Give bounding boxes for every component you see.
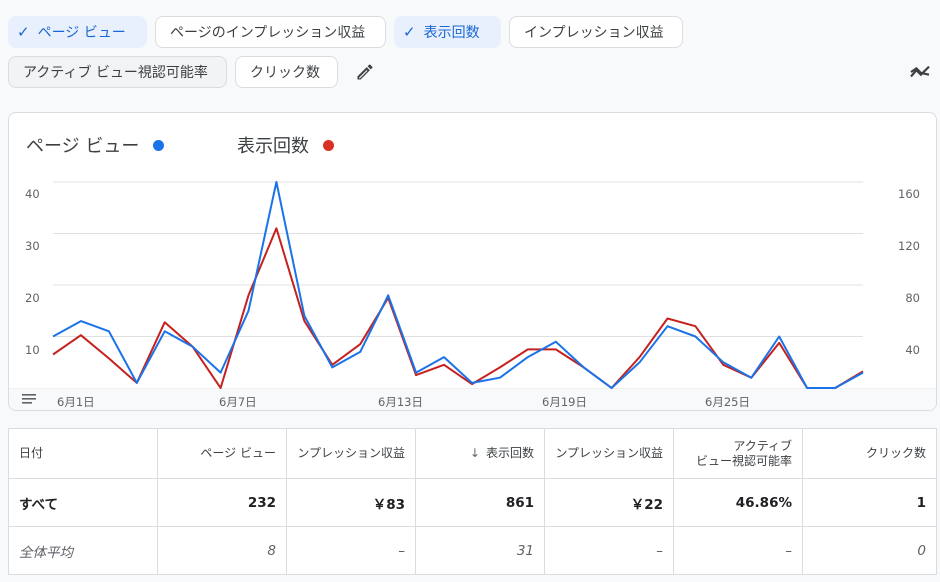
chart-card: ページ ビュー 表示回数 40 30 20 10 160 120 80 40 6… xyxy=(8,112,937,411)
header-page-views[interactable]: ページ ビュー xyxy=(158,429,287,478)
x-tick: 6月1日 xyxy=(57,395,95,409)
chip-label: ページのインプレッション収益 xyxy=(170,25,366,41)
y-left-tick: 40 xyxy=(25,187,40,201)
y-left-tick: 10 xyxy=(25,343,40,357)
legend-dot-red xyxy=(323,139,334,151)
chip-label: 表示回数 xyxy=(423,25,480,41)
header-label: 表示回数 xyxy=(485,446,534,460)
header-label-line: アクティブ xyxy=(733,438,792,453)
y-right-tick: 160 xyxy=(898,187,920,201)
x-tick: 6月25日 xyxy=(705,395,750,409)
check-icon: ✓ xyxy=(403,23,416,41)
chip-active-view-viewability[interactable]: アクティブ ビュー視認可能率 xyxy=(8,56,227,88)
y-right-tick: 120 xyxy=(898,239,920,253)
table-header-row: 日付 ページ ビュー ンプレッション収益 ↓ 表示回数 ンプレッション収益 アク… xyxy=(9,429,936,479)
x-tick: 6月7日 xyxy=(219,395,257,409)
table-row-total: すべて 232 ￥83 861 ￥22 46.86% 1 xyxy=(9,479,936,527)
sort-desc-icon: ↓ xyxy=(469,446,480,460)
header-impressions[interactable]: ↓ 表示回数 xyxy=(416,429,545,478)
header-clicks[interactable]: クリック数 xyxy=(865,446,926,460)
table-row-average: 全体平均 8 – 31 – – 0 xyxy=(9,527,936,575)
header-label-line: ビュー視認可能率 xyxy=(695,453,792,468)
table-cell: 46.86% xyxy=(674,479,803,526)
table-cell: すべて xyxy=(9,479,158,526)
y-right-tick: 40 xyxy=(905,343,920,357)
chip-page-impression-revenue[interactable]: ページのインプレッション収益 xyxy=(155,16,386,48)
table-cell: 861 xyxy=(416,479,545,526)
y-right-tick: 80 xyxy=(905,291,920,305)
header-page-impression-revenue[interactable]: ンプレッション収益 xyxy=(287,429,416,478)
y-left-tick: 20 xyxy=(25,291,40,305)
chip-page-views[interactable]: ✓ ページ ビュー xyxy=(8,16,147,48)
legend-label: ページ ビュー xyxy=(26,136,140,157)
x-tick: 6月19日 xyxy=(542,395,587,409)
chip-impressions[interactable]: ✓ 表示回数 xyxy=(394,16,501,48)
header-impression-revenue[interactable]: ンプレッション収益 xyxy=(545,429,674,478)
table-cell: 232 xyxy=(158,479,287,526)
chip-label: インプレッション収益 xyxy=(524,25,664,41)
table-toggle-icon[interactable] xyxy=(21,391,37,407)
legend-label: 表示回数 xyxy=(237,136,309,157)
table-cell: 0 xyxy=(917,542,926,559)
chip-impression-revenue[interactable]: インプレッション収益 xyxy=(509,16,683,48)
trend-icon[interactable] xyxy=(906,58,934,86)
chip-label: ページ ビュー xyxy=(37,25,126,41)
data-table: 日付 ページ ビュー ンプレッション収益 ↓ 表示回数 ンプレッション収益 アク… xyxy=(8,428,937,575)
table-cell: 8 xyxy=(158,527,287,574)
x-tick: 6月13日 xyxy=(378,395,423,409)
chip-clicks[interactable]: クリック数 xyxy=(235,56,338,88)
table-cell: – xyxy=(674,527,803,574)
table-cell: ￥83 xyxy=(287,479,416,526)
y-left-tick: 30 xyxy=(25,239,40,253)
table-cell: – xyxy=(287,527,416,574)
table-cell: 1 xyxy=(916,494,926,511)
header-active-view-viewability[interactable]: アクティブ ビュー視認可能率 xyxy=(674,429,803,478)
series-line-page-views xyxy=(52,181,864,389)
header-date[interactable]: 日付 xyxy=(9,429,158,478)
legend-impressions[interactable]: 表示回数 xyxy=(237,132,334,158)
chip-label: アクティブ ビュー視認可能率 xyxy=(23,65,208,81)
table-cell: 31 xyxy=(416,527,545,574)
legend-dot-blue xyxy=(153,139,165,151)
table-cell: ￥22 xyxy=(545,479,674,526)
table-cell: – xyxy=(545,527,674,574)
line-chart xyxy=(9,181,936,410)
table-cell: 全体平均 xyxy=(9,527,158,574)
x-axis-band xyxy=(9,389,936,410)
check-icon: ✓ xyxy=(17,23,30,41)
legend-page-views[interactable]: ページ ビュー xyxy=(26,132,165,158)
series-line-impressions xyxy=(52,227,864,389)
pencil-icon[interactable] xyxy=(351,58,379,86)
chip-label: クリック数 xyxy=(250,65,320,81)
